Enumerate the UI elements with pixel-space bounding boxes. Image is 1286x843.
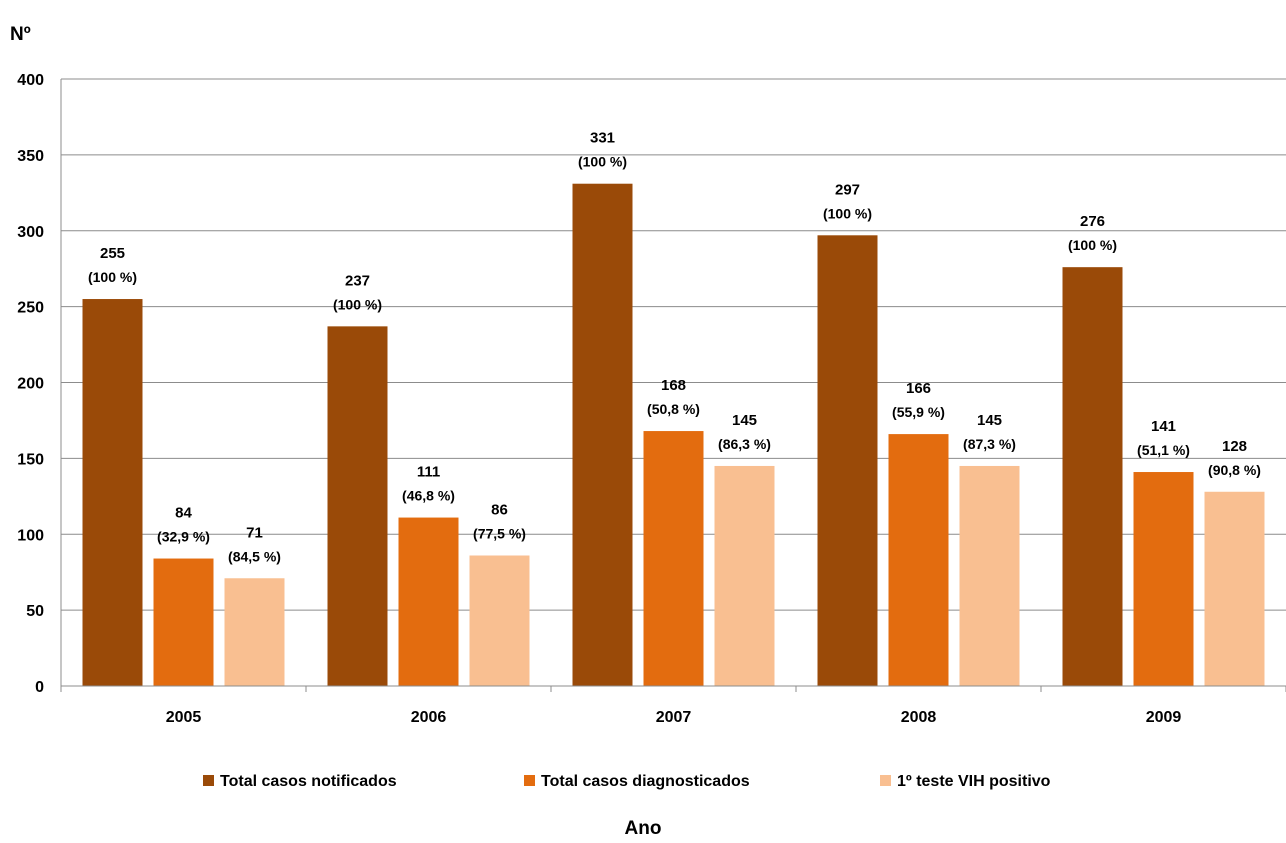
data-label-percent: (100 %): [1068, 237, 1117, 253]
data-label-value: 111: [417, 464, 440, 481]
data-label-value: 84: [175, 505, 192, 522]
data-label-value: 166: [906, 380, 931, 397]
bar: [327, 326, 388, 686]
data-label-percent: (100 %): [578, 154, 627, 170]
bar: [398, 517, 459, 686]
data-label-percent: (100 %): [88, 269, 137, 285]
y-tick-label: 350: [17, 148, 44, 165]
data-label-percent: (50,8 %): [647, 401, 700, 417]
data-label-percent: (100 %): [823, 205, 872, 221]
y-tick-label: 0: [35, 679, 44, 696]
bar: [1062, 267, 1123, 686]
data-label-percent: (55,9 %): [892, 404, 945, 420]
y-tick-label: 250: [17, 300, 44, 317]
bar: [817, 235, 878, 687]
data-label-value: 145: [977, 412, 1002, 429]
legend-label: 1º teste VIH positivo: [897, 773, 1051, 790]
data-label-percent: (32,9 %): [157, 529, 210, 545]
data-label-value: 276: [1080, 213, 1105, 230]
y-tick-label: 100: [17, 527, 44, 544]
data-label-value: 237: [345, 272, 370, 289]
bars-group: [82, 183, 1265, 687]
data-label-percent: (86,3 %): [718, 436, 771, 452]
y-tick-label: 150: [17, 451, 44, 468]
legend-swatch: [203, 775, 214, 786]
data-label-value: 128: [1222, 438, 1247, 455]
x-tick-label: 2005: [166, 709, 202, 726]
data-label-percent: (100 %): [333, 296, 382, 312]
data-label-percent: (51,1 %): [1137, 442, 1190, 458]
data-label-percent: (77,5 %): [473, 525, 526, 541]
data-label-value: 141: [1151, 418, 1176, 435]
data-label-percent: (90,8 %): [1208, 462, 1261, 478]
x-tick-label: 2009: [1146, 709, 1182, 726]
y-tick-label: 200: [17, 376, 44, 393]
legend-swatch: [880, 775, 891, 786]
bar: [82, 299, 143, 686]
bar: [714, 465, 775, 686]
legend-swatch: [524, 775, 535, 786]
bar: [572, 183, 633, 686]
y-tick-label: 300: [17, 224, 44, 241]
data-label-value: 331: [590, 130, 615, 147]
bar: [1204, 491, 1265, 686]
data-label-value: 86: [491, 501, 508, 518]
y-tick-label: 400: [17, 72, 44, 89]
y-tick-label: 50: [26, 603, 44, 620]
data-labels: 255 (100 %) 84 (32,9 %) 71 (84,5 %) 237 (100 %)…: [88, 130, 1261, 565]
data-label-value: 71: [246, 524, 263, 541]
bar: [888, 434, 949, 686]
x-tick-label: 2006: [411, 709, 447, 726]
data-label-value: 145: [732, 412, 757, 429]
bar: [224, 578, 285, 686]
x-tick-label: 2007: [656, 709, 692, 726]
data-label-percent: (46,8 %): [402, 488, 455, 504]
data-label-value: 255: [100, 245, 125, 262]
data-label-value: 168: [661, 377, 686, 394]
data-label-percent: (87,3 %): [963, 436, 1016, 452]
y-axis-title: Nº: [10, 24, 31, 45]
x-axis-title: Ano: [625, 818, 662, 839]
bar: [153, 558, 214, 686]
bar: [1133, 472, 1194, 686]
axes: 0 50 100 150 200 250 300 350 400 2005 2006 2007 2008…: [17, 72, 1286, 726]
x-tick-label: 2008: [901, 709, 937, 726]
legend-label: Total casos diagnosticados: [541, 773, 750, 790]
bar: [643, 431, 704, 686]
bar: [469, 555, 530, 686]
data-label-percent: (84,5 %): [228, 548, 281, 564]
legend-label: Total casos notificados: [220, 773, 397, 790]
bar: [959, 465, 1020, 686]
data-label-value: 297: [835, 181, 860, 198]
legend: Total casos notificados Total casos diagn…: [203, 773, 1051, 790]
